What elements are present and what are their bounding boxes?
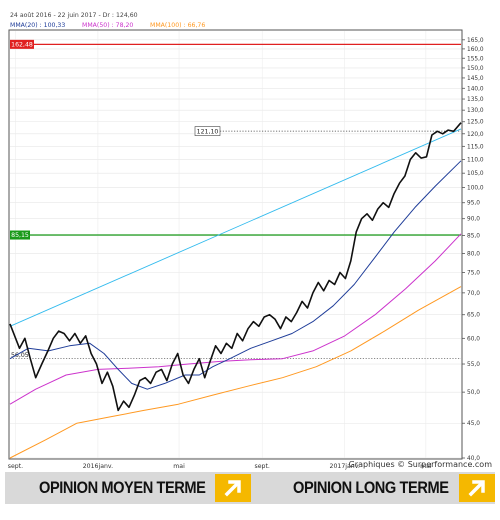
- y-tick-label: 110,0: [467, 157, 484, 163]
- arrow-up-right-icon: [224, 480, 241, 497]
- series-mma100-line: [9, 286, 462, 459]
- x-tick-label: 2016janv.: [83, 463, 113, 470]
- y-tick-label: 40,0: [467, 456, 480, 462]
- grid: [10, 31, 461, 459]
- y-tick-label: 130,0: [467, 108, 484, 114]
- opinion-medium-term-label: OPINION MOYEN TERME: [39, 478, 206, 497]
- support-label-box: [10, 230, 30, 240]
- medium-term-arrow-button[interactable]: [215, 474, 251, 502]
- opinion-footer: OPINION MOYEN TERME OPINION LONG TERME: [5, 472, 495, 504]
- x-tick-label: mai: [173, 463, 185, 470]
- series-price-line: [9, 122, 462, 412]
- y-tick-label: 165,0: [467, 38, 484, 44]
- chart-header: 24 août 2016 - 22 juin 2017 - Dr : 124,6…: [10, 11, 205, 29]
- trendline: [9, 128, 462, 327]
- y-tick-label: 50,0: [467, 390, 480, 396]
- stock-chart: 40,0 45,0 50,0 55,0 60,0 65,0 70,0 75,0 80,0 85,0…: [8, 11, 484, 470]
- opinion-long-term[interactable]: OPINION LONG TERME: [293, 472, 474, 504]
- y-tick-label: 80,0: [467, 251, 480, 257]
- x-tick-label: 2017janv.: [330, 463, 360, 470]
- y-tick-label: 140,0: [467, 86, 484, 92]
- reference-label: 56,05: [11, 352, 29, 359]
- legend-mma50: MMA(50) : 78,20: [82, 22, 133, 29]
- y-tick-label: 65,0: [467, 313, 480, 319]
- y-tick-label: 155,0: [467, 56, 484, 62]
- y-tick-label: 95,0: [467, 201, 480, 207]
- series-mma20-line: [9, 160, 462, 390]
- y-tick-label: 55,0: [467, 362, 480, 368]
- long-term-arrow-button[interactable]: [459, 474, 495, 502]
- y-tick-label: 145,0: [467, 76, 484, 82]
- series-layer: [9, 122, 462, 459]
- legend-mma100: MMA(100) : 66,76: [150, 22, 205, 29]
- levels: 162,48 85,15 56,05 121,10: [9, 39, 462, 359]
- y-tick-label: 85,0: [467, 234, 480, 240]
- last-price-label: 121,10: [197, 128, 219, 135]
- y-tick-label: 70,0: [467, 291, 480, 297]
- y-axis: 40,0 45,0 50,0 55,0 60,0 65,0 70,0 75,0 80,0 85,0…: [462, 38, 484, 462]
- resistance-label: 162,48: [11, 42, 33, 49]
- chart-credit: Graphiques © Surperformance.com: [348, 460, 492, 469]
- x-tick-label: mai: [420, 463, 432, 470]
- y-tick-label: 60,0: [467, 336, 480, 342]
- opinion-long-term-label: OPINION LONG TERME: [293, 478, 449, 497]
- series-mma50-line: [9, 233, 462, 405]
- y-tick-label: 75,0: [467, 270, 480, 276]
- y-tick-label: 135,0: [467, 97, 484, 103]
- y-tick-label: 160,0: [467, 47, 484, 53]
- legend-mma20: MMA(20) : 100,33: [10, 22, 65, 29]
- y-tick-label: 125,0: [467, 120, 484, 126]
- y-tick-label: 45,0: [467, 421, 480, 427]
- x-axis: sept. 2016janv. mai sept. 2017janv. mai: [8, 463, 432, 470]
- resistance-label-box: [10, 39, 34, 49]
- y-tick-label: 90,0: [467, 217, 480, 223]
- y-tick-label: 105,0: [467, 171, 484, 177]
- support-label: 85,15: [11, 232, 29, 239]
- y-tick-label: 150,0: [467, 66, 484, 72]
- y-tick-label: 120,0: [467, 132, 484, 138]
- y-tick-label: 115,0: [467, 144, 484, 150]
- last-price-label-box: [194, 126, 221, 136]
- opinion-medium-term[interactable]: OPINION MOYEN TERME: [39, 472, 233, 504]
- chart-frame: [8, 29, 463, 460]
- x-tick-label: sept.: [8, 463, 23, 470]
- arrow-up-right-icon: [468, 480, 485, 497]
- x-tick-label: sept.: [255, 463, 270, 470]
- info-line: 24 août 2016 - 22 juin 2017 - Dr : 124,6…: [10, 11, 138, 19]
- y-tick-label: 100,0: [467, 186, 484, 192]
